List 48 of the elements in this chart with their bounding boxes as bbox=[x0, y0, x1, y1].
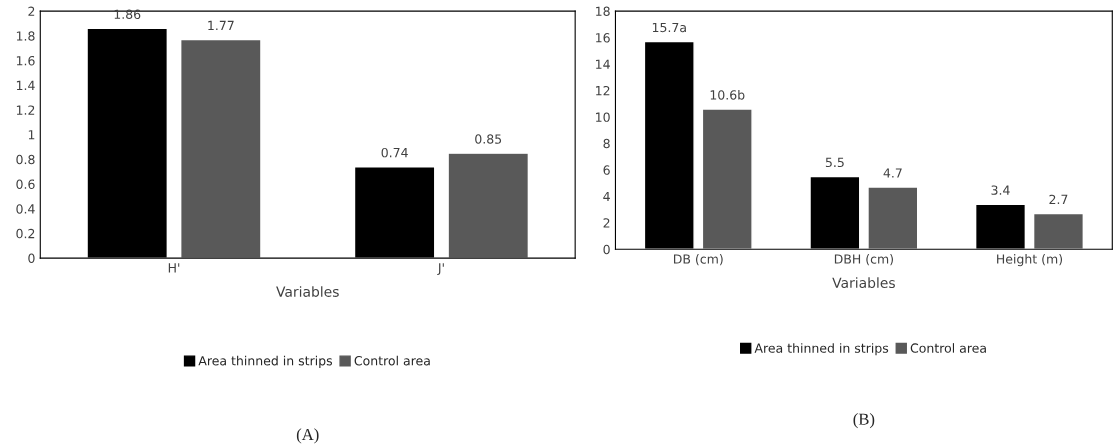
legend-label: Area thinned in strips bbox=[198, 355, 333, 368]
x-tick-label: H' bbox=[168, 263, 180, 273]
x-axis-title: Variables bbox=[832, 277, 895, 289]
y-tick-label: 1.4 bbox=[16, 80, 35, 90]
y-tick-label: 0 bbox=[28, 253, 35, 264]
x-axis-title: Variables bbox=[276, 286, 339, 297]
y-tick-label: 0.6 bbox=[16, 179, 35, 189]
data-label: 15.7a bbox=[652, 22, 686, 33]
data-label: 4.7 bbox=[883, 168, 902, 178]
y-tick-label: 2 bbox=[28, 6, 35, 16]
y-tick-label: 14 bbox=[596, 59, 610, 69]
legend-label: Control area bbox=[910, 343, 986, 353]
y-tick-label: 0.2 bbox=[16, 228, 35, 239]
y-tick-label: 0.4 bbox=[16, 204, 35, 214]
bar bbox=[867, 186, 919, 250]
bar bbox=[179, 38, 262, 259]
x-tick-label: J' bbox=[437, 263, 444, 275]
x-tick-label: Height (m) bbox=[997, 254, 1063, 267]
text: (B) bbox=[853, 413, 875, 429]
data-label: 0.74 bbox=[381, 147, 408, 158]
y-tick-label: 1.6 bbox=[16, 55, 35, 66]
data-label: 2.7 bbox=[1049, 194, 1068, 204]
data-label: 10.6b bbox=[710, 89, 745, 100]
bar bbox=[447, 152, 530, 259]
data-label: 0.85 bbox=[475, 134, 502, 144]
bar bbox=[701, 108, 753, 250]
bar bbox=[1032, 212, 1084, 250]
text: (A) bbox=[296, 428, 319, 444]
y-tick-label: 16 bbox=[596, 33, 610, 43]
y-tick-label: 1.2 bbox=[16, 105, 35, 115]
x-tick-label: DBH (cm) bbox=[834, 254, 893, 266]
data-label: 1.77 bbox=[208, 20, 234, 30]
legend-label: Area thinned in strips bbox=[754, 343, 889, 356]
x-tick-label: DB (cm) bbox=[673, 254, 723, 266]
data-label: 5.5 bbox=[825, 157, 844, 168]
data-label: 3.4 bbox=[991, 185, 1010, 195]
y-tick-label: 1 bbox=[28, 130, 35, 140]
y-tick-label: 12 bbox=[596, 85, 610, 96]
legend-label: Control area bbox=[354, 355, 430, 366]
y-tick-label: 0.8 bbox=[16, 154, 35, 165]
y-tick-label: 1.8 bbox=[16, 31, 35, 41]
y-tick-label: 2 bbox=[603, 218, 610, 228]
y-tick-label: 6 bbox=[603, 165, 610, 175]
y-tick-label: 4 bbox=[603, 191, 610, 202]
y-tick-label: 0 bbox=[603, 244, 610, 255]
y-tick-label: 10 bbox=[596, 112, 610, 122]
y-tick-label: 18 bbox=[596, 6, 610, 17]
y-tick-label: 8 bbox=[603, 138, 610, 149]
